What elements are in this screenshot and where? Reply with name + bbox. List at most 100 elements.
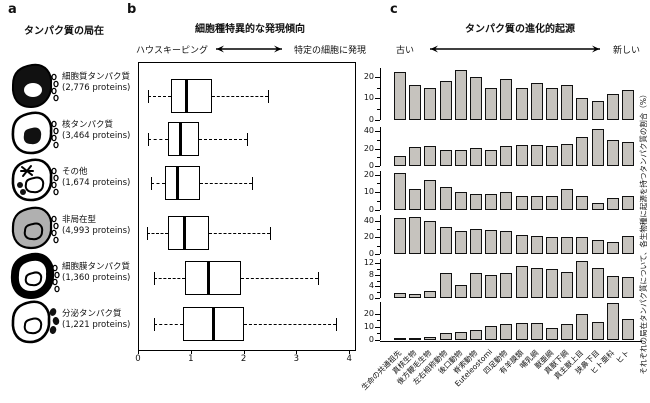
bar-chart-row: 20 10 0: [356, 68, 642, 124]
boxplot-upper-whisker: [208, 233, 271, 234]
tissue-specific-label: 特定の細胞に発現: [294, 46, 367, 56]
bar-chart-row: 40 20 0: [356, 215, 642, 258]
bar: [561, 272, 574, 298]
bar: [530, 235, 543, 254]
bar: [591, 100, 604, 120]
y-axis-line: [380, 302, 381, 340]
boxplot-lower-cap: [147, 226, 149, 240]
bar-chart-row: 12 8 4 0: [356, 258, 642, 302]
bar-chart-row: 20 10 0: [356, 169, 642, 214]
bar: [485, 150, 498, 166]
bar: [424, 337, 437, 340]
bar-chart-row: 40 20 0: [356, 127, 642, 170]
bar: [591, 239, 604, 254]
cytoplasm-cell-icon: [10, 62, 60, 110]
bar: [591, 321, 604, 340]
y-axis-line: [380, 215, 381, 254]
boxplot-median: [179, 122, 183, 156]
y-tick-mark: [375, 274, 380, 276]
bar: [485, 229, 498, 254]
bar: [561, 85, 574, 120]
y-tick-mark: [375, 286, 380, 288]
bar: [561, 236, 574, 254]
bar: [530, 83, 543, 120]
bar: [576, 314, 589, 340]
bar: [515, 195, 528, 210]
y-tick-label: 20: [363, 169, 374, 179]
bar: [470, 147, 482, 166]
panel-c-letter: c: [390, 2, 398, 17]
bar: [561, 188, 574, 210]
y-tick-mark: [375, 340, 380, 341]
localization-name: 細胞膜タンパク質: [62, 262, 131, 272]
y-tick-label: 8: [368, 269, 374, 279]
bar: [576, 237, 589, 254]
bar: [409, 85, 422, 120]
bar: [561, 324, 574, 340]
bar: [424, 87, 437, 120]
boxplot-box: [185, 261, 241, 295]
y-tick-label: 0: [368, 161, 374, 170]
y-minor-tick: [377, 109, 380, 111]
bar: [622, 195, 634, 210]
boxplot-area: [138, 62, 356, 351]
boxplot-median: [185, 79, 189, 113]
bar: [500, 146, 513, 166]
y-tick-mark: [375, 326, 380, 328]
localization-item: その他 (1,674 proteins): [8, 157, 136, 205]
x-tick-label: 1: [188, 354, 194, 364]
boxplot-upper-cap: [336, 317, 338, 331]
bar: [591, 202, 604, 210]
other-organelles-cell-icon: [10, 157, 60, 203]
y-minor-tick: [377, 229, 380, 231]
boxplot-lower-cap: [147, 89, 149, 103]
bar: [515, 234, 528, 254]
y-tick-label: 20: [363, 143, 374, 153]
x-tick-label: 2: [240, 354, 247, 364]
boxplot-median: [206, 261, 210, 295]
bar: [470, 76, 482, 120]
bar: [454, 192, 467, 210]
y-minor-tick: [377, 320, 380, 322]
localization-name: その他: [62, 167, 88, 177]
bar: [546, 146, 558, 166]
localization-item: 核タンパク質 (3,464 proteins): [8, 110, 136, 158]
y-tick-mark: [375, 76, 380, 78]
boxplot-box: [165, 166, 201, 200]
housekeeping-label: ハウスキーピング: [136, 46, 209, 56]
bar: [530, 322, 543, 340]
bar: [470, 273, 482, 298]
bar: [454, 230, 467, 254]
boxplot-lower-cap: [154, 317, 156, 331]
y-tick-label: 12: [363, 258, 374, 268]
bar-chart-row: 20 10 0: [356, 302, 642, 344]
localization-name: 分泌タンパク質: [62, 309, 122, 319]
bar: [424, 291, 437, 298]
localization-name: 核タンパク質: [62, 120, 114, 130]
bar: [485, 194, 498, 210]
boxplot-upper-whisker: [244, 324, 337, 325]
boxplot-lower-whisker: [154, 278, 186, 279]
boxplot-lower-cap: [147, 132, 149, 146]
bar: [515, 145, 528, 166]
bar: [439, 227, 452, 254]
y-tick-label: 20: [363, 232, 374, 242]
bar: [576, 261, 589, 298]
bar: [530, 145, 543, 166]
bar: [500, 192, 513, 210]
bar-chart-baseline: [380, 341, 642, 342]
y-tick-label: 10: [363, 187, 374, 197]
bar: [394, 338, 406, 340]
bar: [591, 268, 604, 298]
bar: [409, 188, 422, 210]
nonlocalized-cell-icon: [10, 205, 60, 251]
boxplot-upper-whisker: [199, 139, 247, 140]
y-tick-mark: [375, 120, 380, 121]
localization-item: 細胞膜タンパク質 (1,360 proteins): [8, 252, 136, 300]
y-tick-mark: [375, 210, 380, 211]
panel-a-title: タンパク質の局在: [24, 26, 104, 37]
bar: [394, 217, 406, 254]
panel-c-title: タンパク質の進化的起源: [465, 24, 575, 35]
bar: [485, 87, 498, 120]
